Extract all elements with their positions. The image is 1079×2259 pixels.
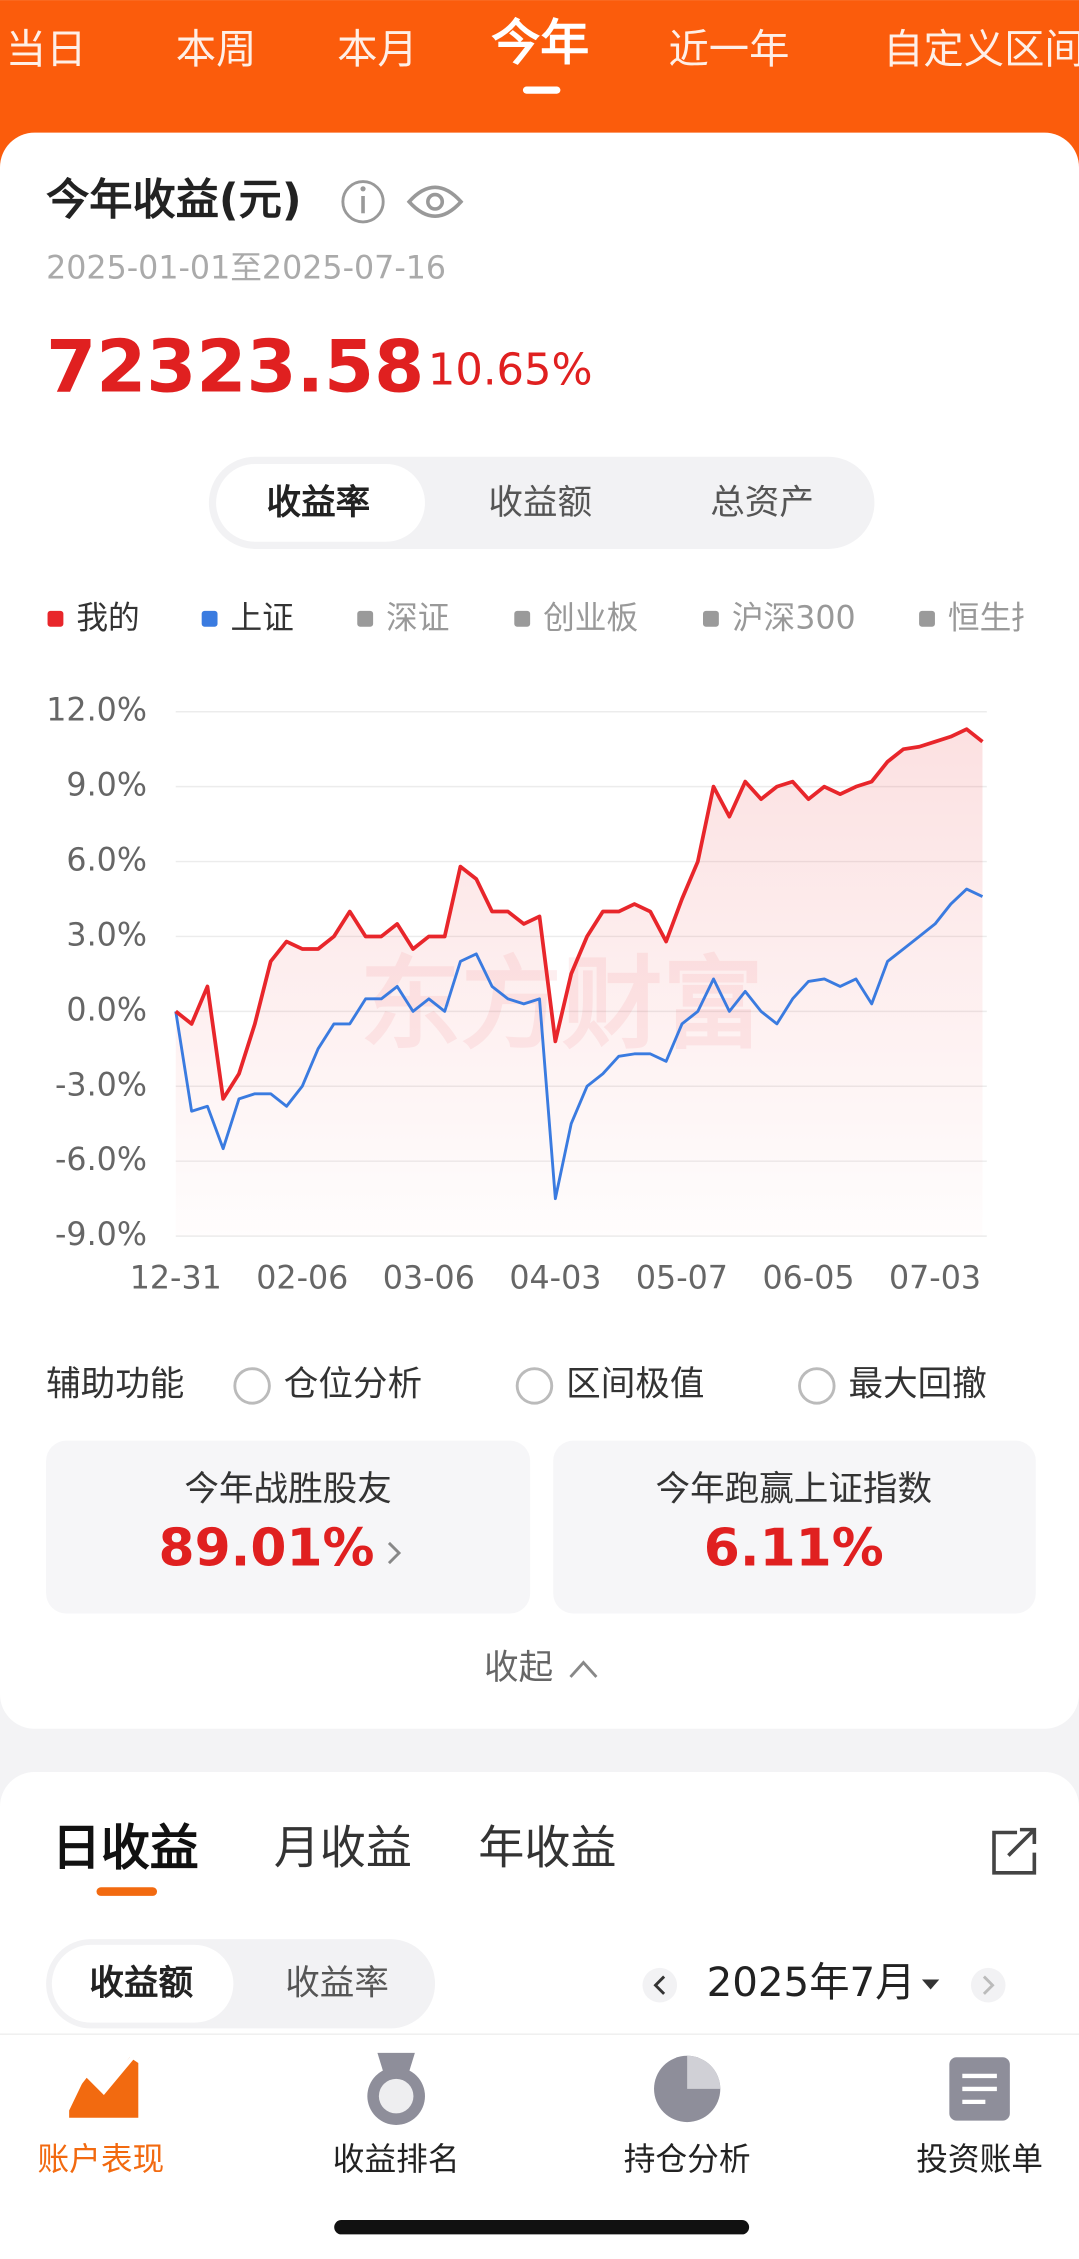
legend-label[interactable]: 深证: [386, 601, 449, 637]
line: [174, 887, 984, 1201]
earnings-switch-active: [51, 1944, 234, 2023]
tab[interactable]: 本月: [337, 26, 418, 73]
next-month[interactable]: [970, 1967, 1006, 2003]
info-icon[interactable]: [341, 180, 385, 224]
earnings-tab[interactable]: 年收益: [478, 1821, 616, 1875]
y-tick-label: 3.0%: [66, 917, 147, 953]
earnings-tab[interactable]: 日收益: [52, 1820, 199, 1877]
earnings-switch-option[interactable]: 收益额: [89, 1964, 193, 2004]
collapse[interactable]: 收起: [484, 1648, 553, 1688]
area: [175, 729, 983, 1237]
legend-label[interactable]: 创业板: [543, 601, 638, 637]
month-caret: [921, 1979, 940, 1990]
stat-label: 今年战胜股友: [184, 1470, 391, 1510]
next-arrow: [982, 1975, 995, 1995]
x-tick-label: 07-03: [889, 1260, 981, 1296]
chevron-right: [387, 1541, 402, 1565]
y-tick-label: -6.0%: [55, 1142, 147, 1178]
y-tick-label: 9.0%: [66, 768, 147, 804]
prev-month[interactable]: [642, 1967, 678, 2003]
x-tick-label: 03-06: [383, 1260, 475, 1296]
y-tick-label: 12.0%: [46, 693, 147, 729]
earnings-tab[interactable]: 月收益: [274, 1821, 412, 1875]
legend-swatch: [703, 610, 719, 627]
x-tick-label: 05-07: [636, 1260, 728, 1296]
legend-label[interactable]: 恒生指数: [948, 601, 1075, 637]
x-tick-label: 02-06: [256, 1260, 348, 1296]
nav-label[interactable]: 账户表现: [37, 2142, 164, 2178]
month[interactable]: 2025年7月: [707, 1959, 916, 2006]
radio[interactable]: [233, 1367, 271, 1405]
nav-icon-line: [64, 2055, 135, 2102]
eye-icon[interactable]: [406, 185, 464, 218]
chart-switch-option[interactable]: 收益额: [488, 483, 592, 523]
rate: 10.65%: [428, 346, 593, 396]
nav-label[interactable]: 收益排名: [333, 2142, 460, 2178]
tool-option[interactable]: 区间极值: [566, 1364, 704, 1404]
x-tick-label: 04-03: [509, 1260, 601, 1296]
legend-label[interactable]: 上证: [230, 601, 293, 637]
legend: 我的 上证 深证 创业板 沪深300 恒生指数: [47, 601, 1075, 637]
x-tick-label: 12-31: [130, 1260, 222, 1296]
eye-pupil: [426, 192, 445, 211]
stat-card[interactable]: [46, 1440, 531, 1614]
nav-icon-rank-ribbon: [377, 2052, 415, 2072]
earnings-tab-indicator: [96, 1887, 158, 1896]
stat-value: 89.01%: [159, 1519, 375, 1579]
stat-label: 今年跑赢上证指数: [656, 1470, 933, 1510]
tool-option[interactable]: 最大回撤: [849, 1364, 987, 1404]
legend-swatch: [47, 610, 64, 627]
legend-swatch: [201, 610, 218, 627]
stat-value: 6.11%: [704, 1519, 884, 1579]
y-tick-label: 6.0%: [66, 843, 147, 879]
legend-swatch: [357, 610, 374, 627]
y-tick-label: -3.0%: [55, 1067, 147, 1103]
nav-icon-bill-lines: [962, 2073, 997, 2105]
x-tick-label: 06-05: [762, 1260, 854, 1296]
nav-icon-rank-star: [378, 2078, 414, 2114]
tab-bar: 当日 本周 本月 今年 近一年 自定义区间: [6, 15, 1079, 73]
prev-arrow: [653, 1975, 666, 1995]
legend-label[interactable]: 我的: [76, 601, 139, 637]
radio[interactable]: [798, 1367, 836, 1405]
home-indicator: [334, 2220, 750, 2235]
tab[interactable]: 近一年: [668, 26, 789, 73]
earnings-switch-option[interactable]: 收益率: [285, 1964, 389, 2004]
chart-switch-option[interactable]: 收益率: [267, 483, 371, 523]
chart-switch-option[interactable]: 总资产: [710, 483, 814, 523]
chevron-up: [569, 1660, 598, 1678]
tab-indicator: [522, 86, 561, 94]
tab[interactable]: 自定义区间: [883, 26, 1079, 73]
legend-label[interactable]: 沪深300: [732, 601, 856, 637]
tool-option[interactable]: 仓位分析: [284, 1364, 422, 1404]
legend-swatch: [514, 610, 531, 627]
nav-label[interactable]: 持仓分析: [624, 2142, 751, 2178]
nav-label[interactable]: 投资账单: [916, 2142, 1043, 2178]
tools-label: 辅助功能: [46, 1364, 184, 1404]
line: [174, 727, 984, 1101]
tab[interactable]: 今年: [491, 15, 589, 72]
radio[interactable]: [515, 1367, 554, 1405]
nav-icon-holdings-slice: [687, 2055, 721, 2089]
amount: 72323.58: [46, 324, 424, 408]
chart-switch-active: [216, 463, 425, 542]
info-icon-dot: [360, 186, 366, 192]
stat-card: [553, 1440, 1036, 1614]
y-tick-label: 0.0%: [66, 992, 147, 1028]
share-icon[interactable]: [992, 1827, 1037, 1875]
legend-swatch: [919, 610, 935, 627]
tab[interactable]: 当日: [6, 26, 87, 73]
y-tick-label: -9.0%: [55, 1217, 147, 1253]
tab[interactable]: 本周: [176, 26, 257, 73]
date-range: 2025-01-01至2025-07-16: [46, 250, 446, 286]
summary-title: 今年收益(元): [46, 176, 302, 226]
